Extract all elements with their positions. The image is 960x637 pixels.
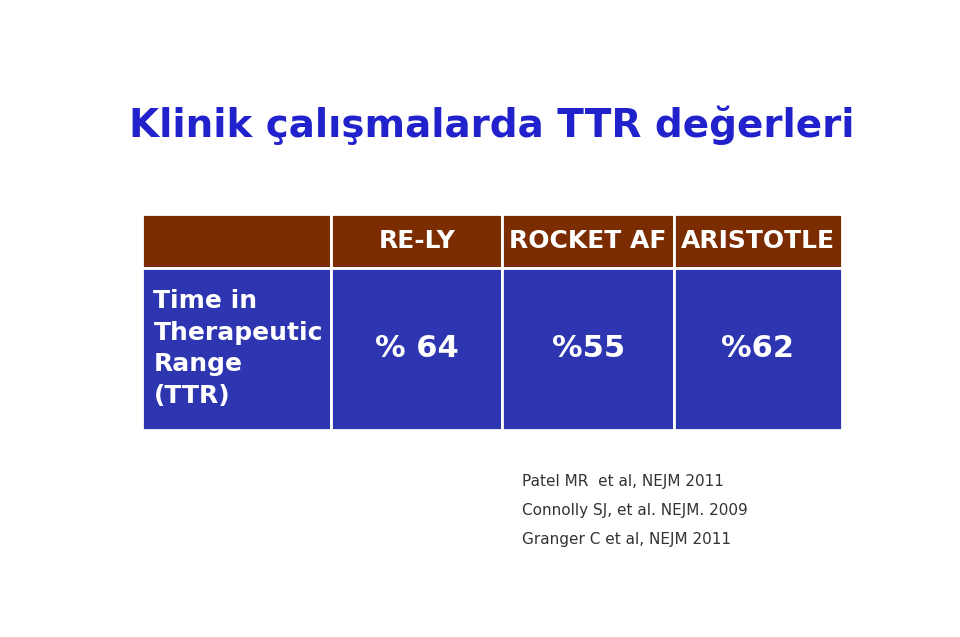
Bar [502,214,674,268]
Bar [331,214,502,268]
Text: %55: %55 [552,334,625,363]
Bar [674,268,842,429]
Text: RE-LY: RE-LY [378,229,455,253]
Text: % 64: % 64 [375,334,459,363]
Text: %62: %62 [721,334,794,363]
Text: Time in
Therapeutic
Range
(TTR): Time in Therapeutic Range (TTR) [154,289,323,408]
Text: Klinik çalışmalarda TTR değerleri: Klinik çalışmalarda TTR değerleri [130,106,854,145]
Bar [142,268,331,429]
Bar [674,214,842,268]
Bar [331,268,502,429]
Text: ARISTOTLE: ARISTOTLE [681,229,835,253]
Bar [142,214,331,268]
Text: Patel MR  et al, NEJM 2011: Patel MR et al, NEJM 2011 [522,473,724,489]
Text: Connolly SJ, et al. NEJM. 2009: Connolly SJ, et al. NEJM. 2009 [522,503,748,518]
Bar [502,268,674,429]
Text: Granger C et al, NEJM 2011: Granger C et al, NEJM 2011 [522,533,731,547]
Text: ROCKET AF: ROCKET AF [510,229,667,253]
